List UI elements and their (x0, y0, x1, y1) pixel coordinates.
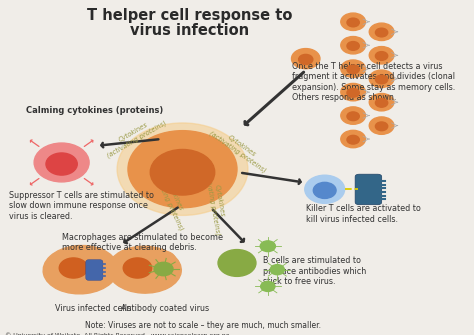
Text: B cells are stimulated to
produce antibodies which
stick to free virus.: B cells are stimulated to produce antibo… (263, 256, 366, 286)
Circle shape (341, 130, 365, 148)
Circle shape (34, 143, 89, 182)
Circle shape (299, 54, 313, 64)
Circle shape (87, 251, 110, 268)
Circle shape (341, 60, 365, 77)
Text: Note: Viruses are not to scale – they are much, much smaller.: Note: Viruses are not to scale – they ar… (85, 321, 321, 330)
Circle shape (375, 28, 388, 37)
Circle shape (152, 276, 171, 289)
Circle shape (59, 258, 88, 278)
Circle shape (292, 49, 320, 69)
Circle shape (369, 93, 394, 111)
Circle shape (123, 258, 152, 278)
Text: Cytokines
(activating proteins): Cytokines (activating proteins) (208, 124, 271, 174)
Circle shape (260, 241, 275, 252)
Circle shape (88, 275, 107, 288)
Circle shape (375, 75, 388, 84)
Circle shape (347, 18, 359, 27)
Circle shape (375, 122, 388, 131)
Circle shape (270, 265, 284, 275)
Circle shape (117, 123, 248, 215)
Text: © University of Waikato. All Rights Reserved.  www.sciencelearn.org.nz: © University of Waikato. All Rights Rese… (5, 332, 229, 335)
Circle shape (154, 262, 173, 276)
Text: Virus infected cells: Virus infected cells (55, 304, 131, 313)
Text: Antibody coated virus: Antibody coated virus (121, 304, 209, 313)
Circle shape (347, 135, 359, 144)
Circle shape (341, 83, 365, 101)
Circle shape (341, 13, 365, 30)
Text: Suppressor T cells are stimulated to
slow down immune response once
virus is cle: Suppressor T cells are stimulated to slo… (9, 191, 155, 221)
FancyBboxPatch shape (86, 260, 103, 280)
Circle shape (341, 107, 365, 124)
Circle shape (375, 98, 388, 107)
Circle shape (347, 42, 359, 50)
Circle shape (305, 175, 345, 203)
Circle shape (46, 153, 77, 175)
Circle shape (369, 117, 394, 134)
Circle shape (341, 37, 365, 54)
Circle shape (218, 250, 256, 276)
Circle shape (51, 254, 72, 269)
Circle shape (347, 65, 359, 74)
Ellipse shape (108, 246, 181, 293)
Text: Macrophages are stimulated to become
more effective at clearing debris.: Macrophages are stimulated to become mor… (62, 233, 223, 252)
Circle shape (128, 131, 237, 208)
Circle shape (152, 251, 175, 268)
Text: Cytokines
(activating proteins): Cytokines (activating proteins) (102, 113, 168, 158)
Circle shape (347, 88, 359, 97)
Ellipse shape (43, 246, 118, 294)
Circle shape (369, 47, 394, 64)
Text: Cytokines
(activating proteins): Cytokines (activating proteins) (203, 166, 228, 236)
Text: Cytokines
(activating proteins): Cytokines (activating proteins) (150, 164, 191, 231)
Circle shape (114, 255, 135, 270)
Circle shape (313, 182, 336, 198)
Text: Killer T cells are activated to
kill virus infected cells.: Killer T cells are activated to kill vir… (306, 204, 420, 224)
Circle shape (261, 281, 275, 291)
Text: virus infection: virus infection (130, 23, 249, 39)
FancyBboxPatch shape (355, 174, 382, 205)
Text: Calming cytokines (proteins): Calming cytokines (proteins) (26, 106, 164, 115)
Circle shape (375, 52, 388, 60)
Circle shape (369, 70, 394, 87)
Text: Once the T helper cell detects a virus
fragment it activates and divides (clonal: Once the T helper cell detects a virus f… (292, 62, 455, 102)
Circle shape (150, 149, 215, 195)
Text: T helper cell response to: T helper cell response to (87, 8, 292, 23)
Circle shape (347, 112, 359, 121)
Circle shape (369, 23, 394, 41)
